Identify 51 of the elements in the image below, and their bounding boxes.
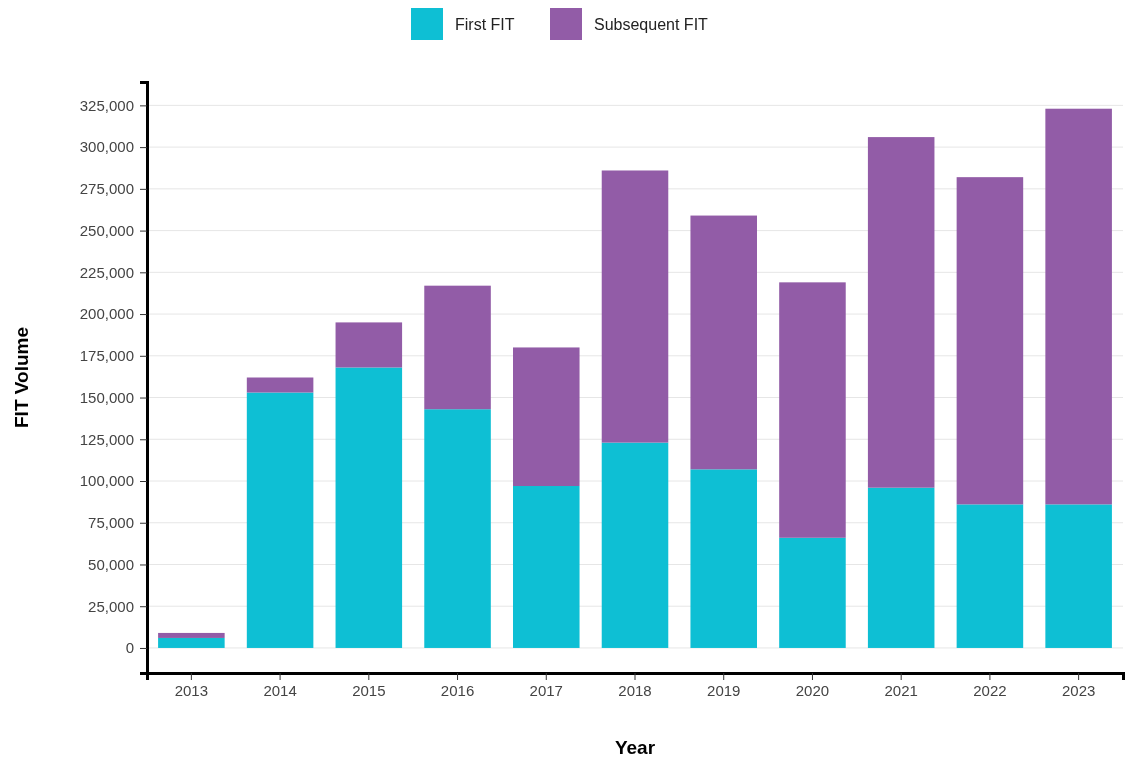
y-tick-label: 275,000	[79, 180, 134, 198]
y-tick-label: 250,000	[79, 221, 134, 239]
x-axis-title: Year	[614, 737, 656, 758]
y-tick-label: 75,000	[88, 514, 134, 532]
bar	[335, 322, 403, 368]
bar	[867, 137, 935, 488]
x-tick-label: 2014	[263, 681, 297, 699]
y-tick-label: 150,000	[79, 388, 134, 406]
y-tick-label: 100,000	[79, 472, 134, 490]
bar	[158, 637, 225, 648]
bar	[690, 469, 757, 648]
y-tick-label: 0	[125, 639, 134, 657]
x-tick-label: 2019	[707, 681, 741, 699]
y-tick-label: 200,000	[79, 305, 134, 323]
legend-label: Subsequent FIT	[594, 16, 709, 33]
bar	[867, 487, 935, 648]
y-axis-title: FIT Volume	[11, 327, 32, 428]
bar	[158, 632, 225, 638]
bar	[513, 486, 580, 648]
bar	[424, 409, 491, 648]
y-tick-label: 225,000	[79, 263, 134, 281]
bar	[246, 377, 314, 393]
bar	[1045, 108, 1112, 505]
x-tick-label: 2020	[795, 681, 830, 699]
y-tick-label: 300,000	[79, 138, 134, 156]
bar	[779, 537, 846, 648]
x-tick-label: 2023	[1061, 681, 1096, 699]
x-tick-label: 2021	[884, 681, 918, 699]
x-tick-label: 2018	[618, 681, 652, 699]
bar	[424, 285, 491, 410]
y-tick-label: 50,000	[88, 555, 134, 573]
bar	[601, 442, 669, 648]
x-tick-label: 2016	[440, 681, 475, 699]
x-tick-label: 2022	[973, 681, 1007, 699]
y-tick-label: 175,000	[79, 347, 134, 365]
x-tick-label: 2017	[529, 681, 563, 699]
bar	[956, 177, 1024, 505]
legend-label: First FIT	[455, 16, 515, 33]
bar	[779, 282, 846, 538]
bar	[513, 347, 580, 487]
x-tick-label: 2015	[352, 681, 386, 699]
x-tick-label: 2013	[174, 681, 209, 699]
bar	[246, 392, 314, 648]
y-tick-label: 325,000	[79, 96, 134, 114]
bar	[956, 504, 1024, 648]
y-tick-label: 25,000	[88, 597, 134, 615]
bar	[690, 215, 757, 470]
bar	[1045, 504, 1112, 648]
bar	[335, 367, 403, 648]
bar	[601, 170, 669, 443]
y-tick-label: 125,000	[79, 430, 134, 448]
